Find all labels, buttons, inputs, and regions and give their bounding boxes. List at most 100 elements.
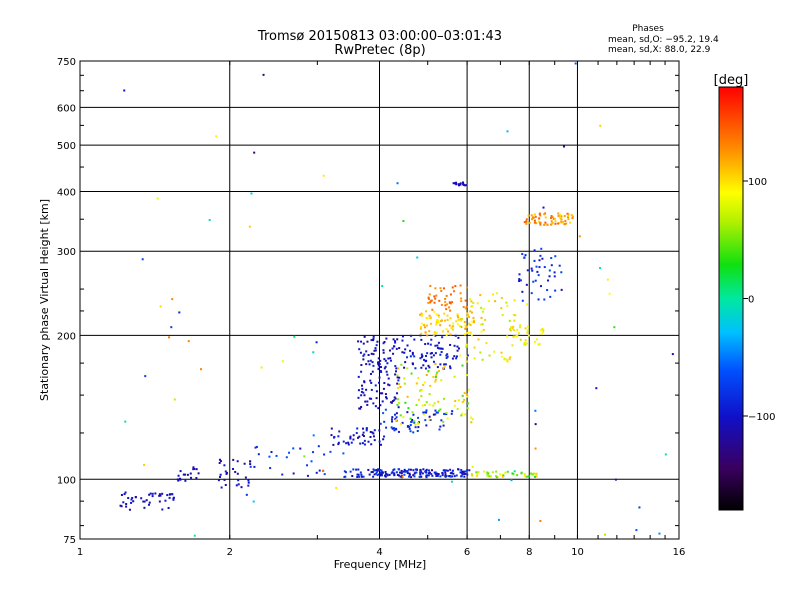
data-point xyxy=(372,339,375,342)
data-point xyxy=(372,432,375,435)
data-point xyxy=(434,378,437,381)
data-point xyxy=(497,518,500,521)
data-point xyxy=(375,472,378,475)
data-point xyxy=(368,397,371,400)
data-point xyxy=(428,314,431,317)
data-point xyxy=(446,303,449,306)
data-point xyxy=(450,480,453,483)
data-point xyxy=(359,442,362,445)
data-point xyxy=(342,440,345,443)
data-point xyxy=(406,425,409,428)
data-point xyxy=(448,306,451,309)
data-point xyxy=(427,342,430,345)
data-point xyxy=(574,62,577,65)
data-point xyxy=(511,327,514,330)
data-point xyxy=(269,467,272,470)
data-point xyxy=(168,493,171,496)
data-point xyxy=(401,421,404,424)
data-point xyxy=(352,438,355,441)
data-point xyxy=(471,418,474,421)
data-point xyxy=(411,351,414,354)
data-point xyxy=(253,465,256,468)
data-point xyxy=(380,469,383,472)
data-point xyxy=(315,471,318,474)
data-point xyxy=(374,347,377,350)
data-point xyxy=(401,351,404,354)
data-point xyxy=(435,373,438,376)
data-point xyxy=(177,474,180,477)
data-point xyxy=(443,469,446,472)
data-point xyxy=(395,471,398,474)
data-point xyxy=(551,216,554,219)
data-point xyxy=(158,500,161,503)
data-point xyxy=(428,418,431,421)
data-point xyxy=(440,289,443,292)
data-point xyxy=(452,322,455,325)
data-point xyxy=(428,330,431,333)
data-point xyxy=(189,472,192,475)
data-point xyxy=(464,327,467,330)
data-point xyxy=(380,370,383,373)
data-point xyxy=(397,398,400,401)
grid-lines xyxy=(80,61,679,539)
data-point xyxy=(512,335,515,338)
data-point xyxy=(383,420,386,423)
data-point xyxy=(337,435,340,438)
data-point xyxy=(184,479,187,482)
data-point xyxy=(550,223,553,226)
data-point xyxy=(608,292,611,295)
data-point xyxy=(385,370,388,373)
data-point xyxy=(379,473,382,476)
data-point xyxy=(161,508,164,511)
data-point xyxy=(318,469,321,472)
data-point xyxy=(458,354,461,357)
data-point xyxy=(506,470,509,473)
data-point xyxy=(599,124,602,127)
data-point xyxy=(378,376,381,379)
data-point xyxy=(379,359,382,362)
data-point xyxy=(253,151,256,154)
data-point xyxy=(357,389,360,392)
data-point xyxy=(403,351,406,354)
data-point xyxy=(408,475,411,478)
data-point xyxy=(145,499,148,502)
data-point xyxy=(408,427,411,430)
data-point xyxy=(431,469,434,472)
data-point xyxy=(481,358,484,361)
data-point xyxy=(293,335,296,338)
data-point xyxy=(416,256,419,259)
data-point xyxy=(543,266,546,269)
data-point xyxy=(454,285,457,288)
data-point xyxy=(432,413,435,416)
data-point xyxy=(382,387,385,390)
data-point xyxy=(413,472,416,475)
data-point xyxy=(450,412,453,415)
data-point xyxy=(440,379,443,382)
data-point xyxy=(172,496,175,499)
x-axis-label: Frequency [MHz] xyxy=(334,558,426,571)
data-point xyxy=(485,342,488,345)
data-point xyxy=(281,473,284,476)
data-point xyxy=(454,182,457,185)
data-point xyxy=(413,355,416,358)
data-point xyxy=(480,330,483,333)
data-point xyxy=(459,284,462,287)
data-point xyxy=(123,89,126,92)
data-point xyxy=(159,305,162,308)
data-point xyxy=(439,425,442,428)
data-point xyxy=(176,478,179,481)
data-point xyxy=(380,472,383,475)
data-point xyxy=(337,441,340,444)
data-point xyxy=(312,451,315,454)
data-point xyxy=(566,212,569,215)
data-point xyxy=(385,337,388,340)
data-point xyxy=(606,278,609,281)
data-point xyxy=(439,475,442,478)
data-points xyxy=(119,62,674,537)
data-point xyxy=(171,493,174,496)
data-point xyxy=(409,468,412,471)
y-tick-label: 750 xyxy=(57,57,76,68)
data-point xyxy=(361,387,364,390)
data-point xyxy=(365,427,368,430)
data-point xyxy=(434,375,437,378)
